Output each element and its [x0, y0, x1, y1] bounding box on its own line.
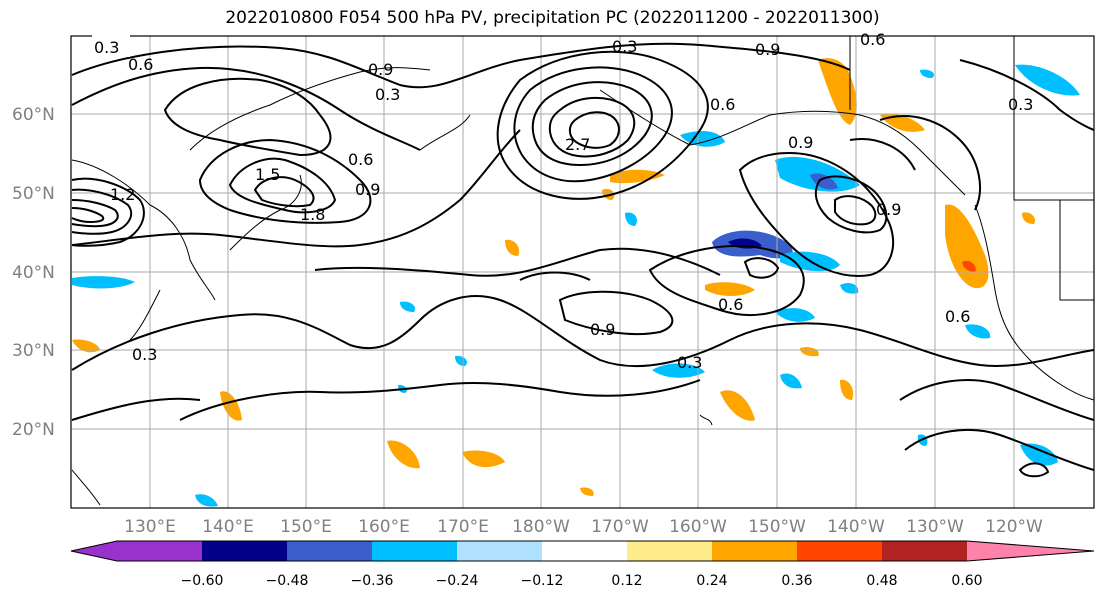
contour-label: 0.9	[788, 133, 813, 152]
colorbar-tick: 0.24	[696, 573, 727, 589]
precip-positive-areas	[72, 58, 1036, 496]
contour-label: 2.7	[565, 135, 590, 154]
colorbar-tick: −0.12	[521, 573, 564, 589]
colorbar-segment	[202, 541, 287, 561]
contour-label: 0.3	[132, 345, 157, 364]
lon-label: 170°W	[591, 517, 649, 537]
colorbar-segment	[457, 541, 542, 561]
contour-label: 0.6	[718, 295, 743, 314]
colorbar-tick: −0.36	[351, 573, 394, 589]
contour-label: 0.3	[94, 38, 119, 57]
pv-contours	[71, 42, 1094, 478]
colorbar-extend-right	[967, 541, 1094, 561]
colorbar-tick: 0.36	[781, 573, 812, 589]
colorbar-outline	[70, 540, 1095, 562]
longitude-labels: 130°E 140°E 150°E 160°E 170°E 180°W 170°…	[124, 517, 1043, 537]
contour-label: 0.9	[876, 200, 901, 219]
lon-label: 130°E	[124, 517, 176, 537]
contour-label: 0.6	[348, 150, 373, 169]
lat-label: 40°N	[12, 263, 55, 283]
lon-label: 140°W	[827, 517, 885, 537]
lon-label: 180°W	[512, 517, 570, 537]
contour-label: 0.6	[945, 307, 970, 326]
map-content	[71, 36, 1094, 508]
colorbar-tick: −0.48	[266, 573, 309, 589]
lat-label: 50°N	[12, 184, 55, 204]
lon-label: 160°W	[669, 517, 727, 537]
contour-label: 0.3	[1008, 95, 1033, 114]
colorbar-tick: −0.24	[436, 573, 479, 589]
contour-labels: 0.3 0.6 0.9 1.2 1.5 1.8 2.7 0.3 0.6 0.9 …	[92, 30, 1033, 372]
lat-label: 30°N	[12, 341, 55, 361]
colorbar-segment	[117, 541, 202, 561]
lon-label: 140°E	[202, 517, 254, 537]
contour-label: 0.3	[677, 353, 702, 372]
lon-label: 170°E	[437, 517, 489, 537]
lon-label: 160°E	[358, 517, 410, 537]
colorbar-tick: 0.12	[611, 573, 642, 589]
contour-label: 0.3	[375, 85, 400, 104]
contour-label: 0.6	[860, 30, 885, 49]
colorbar-extend-left	[71, 541, 117, 561]
colorbar-tick: −0.60	[181, 573, 224, 589]
latitude-labels: 60°N 50°N 40°N 30°N 20°N	[12, 105, 55, 440]
colorbar-tick: 0.60	[951, 573, 982, 589]
lat-label: 60°N	[12, 105, 55, 125]
colorbar-segment	[542, 541, 627, 561]
colorbar-segment	[712, 541, 797, 561]
coastlines	[71, 36, 1094, 506]
contour-label: 1.2	[110, 185, 135, 204]
colorbar-segment	[797, 541, 882, 561]
contour-label: 0.9	[755, 40, 780, 59]
contour-label: 0.9	[368, 60, 393, 79]
lon-label: 120°W	[985, 517, 1043, 537]
contour-label: 0.6	[128, 55, 153, 74]
colorbar-segment	[287, 541, 372, 561]
contour-label: 0.9	[355, 180, 380, 199]
contour-label: 0.9	[590, 320, 615, 339]
lon-label: 130°W	[906, 517, 964, 537]
contour-label: 0.3	[612, 37, 637, 56]
lon-label: 150°E	[280, 517, 332, 537]
colorbar: −0.60 −0.48 −0.36 −0.24 −0.12 0.12 0.24 …	[70, 540, 1095, 589]
colorbar-tick: 0.48	[866, 573, 897, 589]
contour-label: 1.5	[255, 165, 280, 184]
lon-label: 150°W	[748, 517, 806, 537]
colorbar-segment	[372, 541, 457, 561]
contour-label: 1.8	[300, 205, 325, 224]
contour-label: 0.6	[710, 95, 735, 114]
colorbar-segment	[882, 541, 967, 561]
map-gridlines	[71, 36, 1094, 508]
lat-label: 20°N	[12, 420, 55, 440]
colorbar-segment	[627, 541, 712, 561]
map-title: 2022010800 F054 500 hPa PV, precipitatio…	[225, 8, 880, 28]
precip-negative-areas	[72, 64, 1080, 507]
map-frame	[70, 35, 1095, 509]
